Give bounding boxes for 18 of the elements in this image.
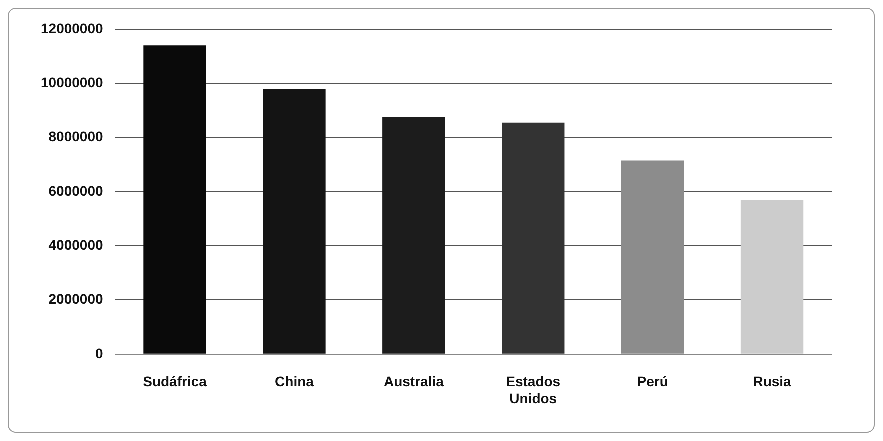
bar [502, 122, 565, 354]
x-tick-label: Perú [637, 374, 668, 390]
y-tick-label: 0 [95, 345, 104, 362]
x-tick-label: Australia [384, 374, 444, 390]
bar [382, 117, 446, 354]
bar [263, 88, 326, 354]
x-tick-label: Estados Unidos [506, 374, 561, 406]
y-tick-label: 8000000 [48, 128, 104, 145]
y-tick-label: 12000000 [40, 20, 104, 36]
x-tick-label: Rusia [753, 374, 792, 390]
y-tick-label: 10000000 [40, 74, 104, 90]
bar [144, 46, 206, 354]
y-tick-label: 4000000 [48, 236, 104, 253]
x-tick-label: China [275, 374, 314, 390]
bar [740, 200, 804, 354]
y-tick-label: 6000000 [48, 182, 104, 199]
y-tick-label: 2000000 [48, 291, 104, 308]
x-tick-label: Sudáfrica [143, 374, 208, 390]
